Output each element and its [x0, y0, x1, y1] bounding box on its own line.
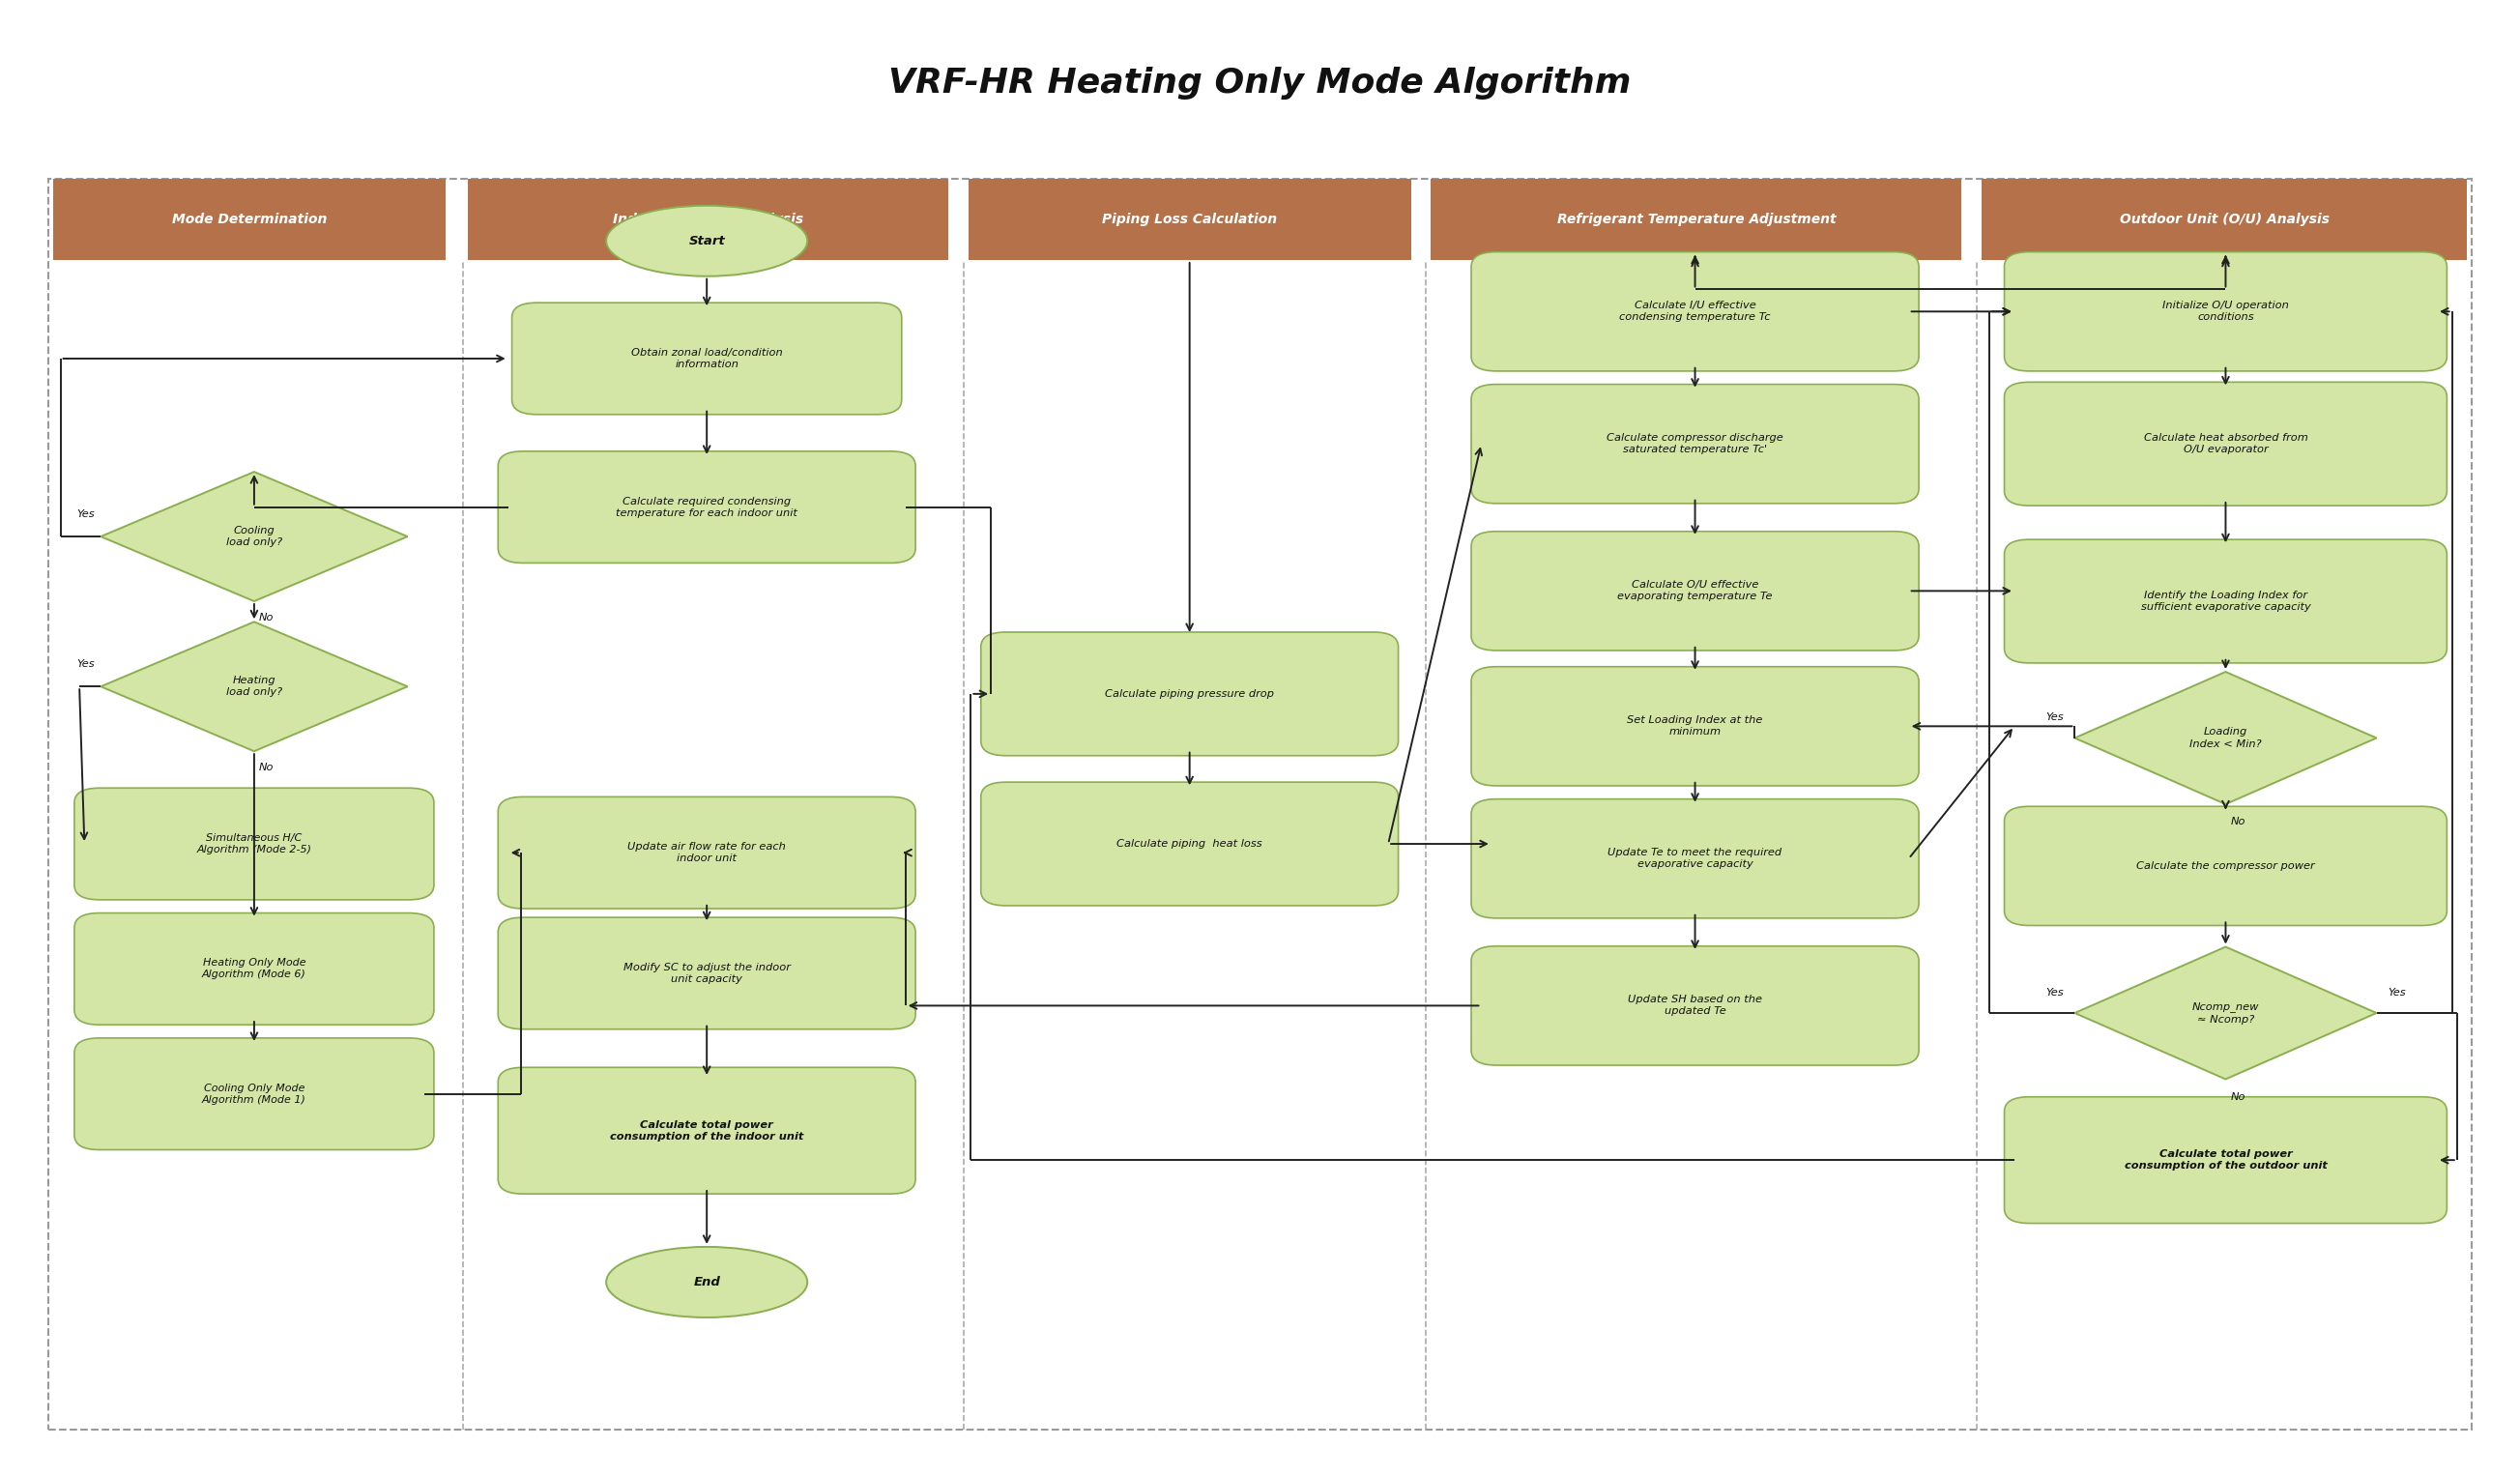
Text: Yes: Yes [76, 660, 96, 669]
FancyBboxPatch shape [968, 179, 1411, 260]
Text: Calculate total power
consumption of the outdoor unit: Calculate total power consumption of the… [2124, 1150, 2326, 1170]
FancyBboxPatch shape [2003, 1097, 2447, 1224]
Polygon shape [2074, 946, 2376, 1079]
Text: No: No [260, 763, 275, 772]
FancyBboxPatch shape [1472, 384, 1918, 503]
Polygon shape [2074, 672, 2376, 804]
Text: Calculate the compressor power: Calculate the compressor power [2137, 861, 2316, 871]
Text: Indoor Unit (I/U) Analysis: Indoor Unit (I/U) Analysis [612, 213, 804, 226]
FancyBboxPatch shape [499, 797, 915, 909]
Text: Start: Start [688, 235, 726, 246]
Polygon shape [101, 472, 408, 601]
FancyBboxPatch shape [76, 914, 433, 1024]
Text: Refrigerant Temperature Adjustment: Refrigerant Temperature Adjustment [1557, 213, 1835, 226]
FancyBboxPatch shape [2003, 252, 2447, 370]
Text: Calculate piping pressure drop: Calculate piping pressure drop [1104, 689, 1275, 698]
Text: Outdoor Unit (O/U) Analysis: Outdoor Unit (O/U) Analysis [2119, 213, 2328, 226]
FancyBboxPatch shape [2003, 539, 2447, 663]
FancyBboxPatch shape [53, 179, 446, 260]
Text: Calculate total power
consumption of the indoor unit: Calculate total power consumption of the… [610, 1120, 804, 1141]
FancyBboxPatch shape [499, 452, 915, 562]
FancyBboxPatch shape [1472, 667, 1918, 785]
Text: Update SH based on the
updated Te: Update SH based on the updated Te [1628, 995, 1761, 1017]
Text: Obtain zonal load/condition
information: Obtain zonal load/condition information [630, 348, 784, 369]
Text: Piping Loss Calculation: Piping Loss Calculation [1101, 213, 1278, 226]
Text: Yes: Yes [2046, 987, 2064, 998]
Text: Yes: Yes [2386, 987, 2407, 998]
FancyBboxPatch shape [980, 782, 1399, 906]
Text: Set Loading Index at the
minimum: Set Loading Index at the minimum [1628, 716, 1764, 737]
Text: Identify the Loading Index for
sufficient evaporative capacity: Identify the Loading Index for sufficien… [2139, 590, 2311, 613]
Text: Simultaneous H/C
Algorithm (Mode 2-5): Simultaneous H/C Algorithm (Mode 2-5) [197, 834, 312, 855]
FancyBboxPatch shape [76, 1038, 433, 1150]
FancyBboxPatch shape [1472, 946, 1918, 1066]
Text: Heating Only Mode
Algorithm (Mode 6): Heating Only Mode Algorithm (Mode 6) [202, 958, 307, 980]
FancyBboxPatch shape [1472, 799, 1918, 918]
FancyBboxPatch shape [980, 632, 1399, 756]
FancyBboxPatch shape [76, 788, 433, 900]
Text: No: No [260, 613, 275, 623]
FancyBboxPatch shape [1981, 179, 2467, 260]
FancyBboxPatch shape [499, 918, 915, 1029]
Text: Calculate I/U effective
condensing temperature Tc: Calculate I/U effective condensing tempe… [1620, 301, 1772, 322]
Text: Ncomp_new
≈ Ncomp?: Ncomp_new ≈ Ncomp? [2192, 1002, 2258, 1024]
Text: Yes: Yes [2046, 713, 2064, 722]
Text: Calculate required condensing
temperature for each indoor unit: Calculate required condensing temperatur… [615, 496, 799, 518]
Text: Update Te to meet the required
evaporative capacity: Update Te to meet the required evaporati… [1608, 847, 1782, 869]
FancyBboxPatch shape [2003, 382, 2447, 506]
FancyBboxPatch shape [2003, 806, 2447, 925]
FancyBboxPatch shape [469, 179, 948, 260]
Text: Calculate compressor discharge
saturated temperature Tc': Calculate compressor discharge saturated… [1608, 434, 1784, 455]
Text: Initialize O/U operation
conditions: Initialize O/U operation conditions [2162, 301, 2288, 322]
Text: Cooling
load only?: Cooling load only? [227, 525, 282, 548]
FancyBboxPatch shape [1472, 531, 1918, 651]
Text: Cooling Only Mode
Algorithm (Mode 1): Cooling Only Mode Algorithm (Mode 1) [202, 1083, 307, 1104]
Text: No: No [2230, 818, 2245, 827]
Text: Yes: Yes [76, 509, 96, 520]
Text: Update air flow rate for each
indoor unit: Update air flow rate for each indoor uni… [627, 843, 786, 863]
Text: Heating
load only?: Heating load only? [227, 676, 282, 697]
Text: Calculate heat absorbed from
O/U evaporator: Calculate heat absorbed from O/U evapora… [2145, 434, 2308, 455]
Text: Calculate piping  heat loss: Calculate piping heat loss [1116, 838, 1263, 849]
Text: No: No [2230, 1092, 2245, 1101]
Text: Mode Determination: Mode Determination [171, 213, 328, 226]
Text: Loading
Index < Min?: Loading Index < Min? [2190, 728, 2260, 748]
FancyBboxPatch shape [499, 1067, 915, 1194]
FancyBboxPatch shape [1472, 252, 1918, 370]
FancyBboxPatch shape [512, 303, 902, 415]
FancyBboxPatch shape [1431, 179, 1961, 260]
Ellipse shape [607, 1247, 806, 1318]
Polygon shape [101, 621, 408, 751]
Text: End: End [693, 1275, 721, 1289]
Text: Calculate O/U effective
evaporating temperature Te: Calculate O/U effective evaporating temp… [1618, 580, 1772, 602]
Text: Modify SC to adjust the indoor
unit capacity: Modify SC to adjust the indoor unit capa… [622, 962, 791, 984]
Text: VRF-HR Heating Only Mode Algorithm: VRF-HR Heating Only Mode Algorithm [890, 66, 1630, 100]
Ellipse shape [607, 205, 806, 276]
